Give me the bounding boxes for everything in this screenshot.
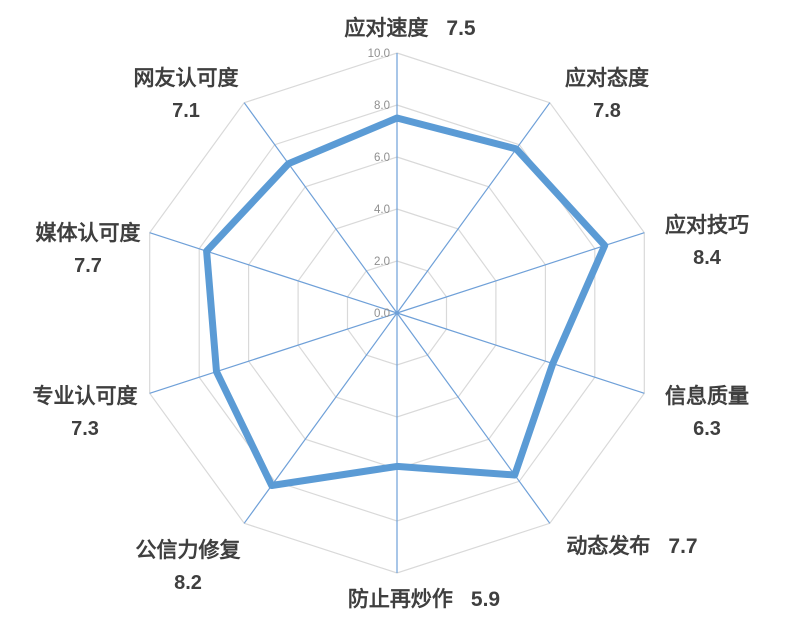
radial-tick-label: 10.0 — [368, 48, 390, 60]
axis-spoke — [149, 232, 398, 314]
radial-tick-label: 0.0 — [374, 308, 390, 320]
axis-spoke — [396, 102, 551, 314]
data-series-polygon — [203, 114, 609, 489]
axis-spoke — [243, 312, 398, 524]
axis-spoke — [149, 312, 398, 394]
radial-tick-label: 6.0 — [374, 152, 390, 164]
axis-spoke — [243, 102, 398, 314]
axis-spoke — [396, 312, 551, 524]
radial-tick-label: 2.0 — [374, 256, 390, 268]
radial-tick-label: 8.0 — [374, 100, 390, 112]
axis-spoke — [396, 312, 645, 394]
radial-tick-label: 4.0 — [374, 204, 390, 216]
